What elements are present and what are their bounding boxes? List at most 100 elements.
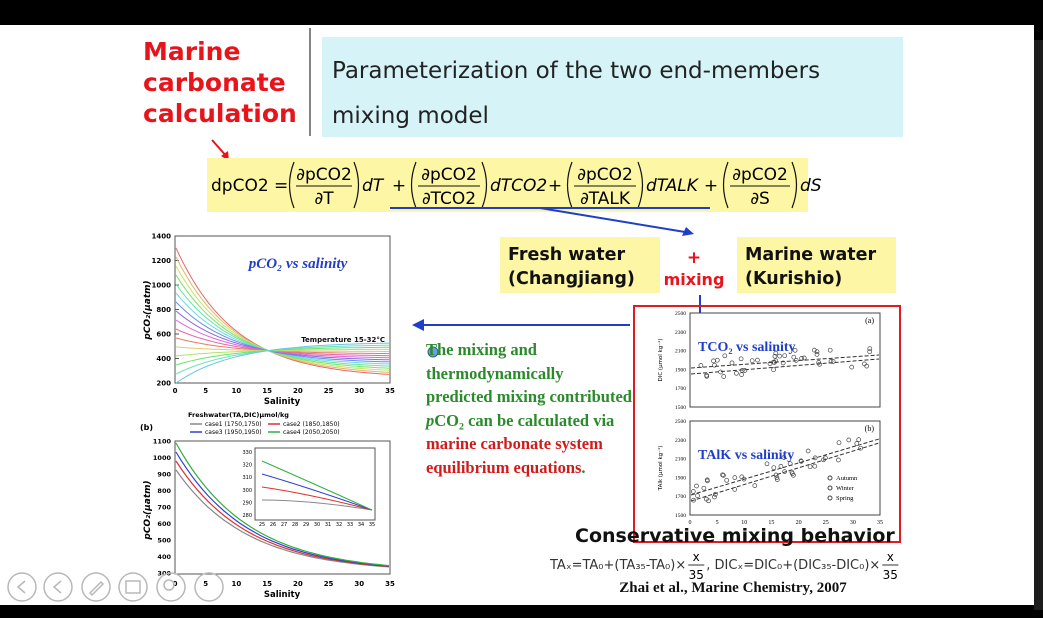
note-text: p (426, 410, 435, 430)
point (862, 361, 867, 367)
point (858, 445, 863, 451)
point (721, 374, 727, 379)
x-tick-label: 10 (232, 580, 242, 588)
point (791, 354, 797, 360)
formula-dic: , DICₓ=DIC₀+(DIC₃₅-DIC₀)× (706, 558, 880, 573)
x-tick-label: 35 (877, 520, 883, 526)
point (782, 469, 787, 474)
numerator: ∂pCO2 (577, 165, 633, 185)
y-tick-label: 2100 (675, 349, 686, 355)
curve (175, 442, 390, 567)
x-tick-label: 20 (796, 520, 802, 526)
note: The mixing and thermodynamically predict… (426, 338, 634, 479)
blue-arrowhead (682, 227, 694, 236)
y-tick-label: 500 (157, 537, 171, 545)
y-tick-label: 700 (157, 504, 171, 512)
inset-y-label: 300 (242, 488, 252, 494)
point (712, 492, 718, 497)
zoom-icon (163, 579, 175, 591)
point (823, 455, 828, 461)
toolbar (7, 572, 224, 602)
marine-label: Marine water (745, 245, 876, 265)
inset-curve (261, 486, 373, 511)
eq-lhs: dpCO2 = (211, 176, 288, 196)
point (781, 455, 787, 460)
bracket (481, 161, 488, 209)
legend-label: Spring (836, 495, 854, 502)
denominator: ∂T (314, 189, 334, 209)
note-text: . (581, 457, 586, 477)
fig3a-frame (689, 312, 881, 408)
denominator: ∂TCO2 (422, 189, 476, 209)
differential: dTCO2 (490, 176, 547, 196)
citation: Zhai et al., Marine Chemistry, 2007 (619, 580, 847, 596)
x-tick-label: 25 (324, 387, 334, 395)
marine-label: (Kurishio) (745, 269, 842, 289)
more-button[interactable] (194, 572, 224, 602)
inset-x-label: 34 (358, 522, 364, 528)
point (774, 477, 780, 482)
point (772, 353, 778, 359)
title-line: calculation (143, 99, 297, 128)
x-tick-label: 10 (741, 520, 747, 526)
y-tick-label: 1500 (675, 513, 686, 519)
bracket (791, 161, 798, 209)
bracket (566, 161, 573, 209)
y-tick-label: 2300 (675, 438, 686, 444)
formula: TAₓ=TA₀+(TA₃₅-TA₀)× x 35, DICₓ=DIC₀+(DIC₃₅… (549, 550, 899, 582)
panel-ylabel: TAlk (μmol kg⁻¹) (657, 446, 664, 492)
y-tick-label: 1500 (675, 405, 686, 411)
fig2-xlabel: Salinity (264, 590, 301, 600)
fig2: 300 400 500 600 700 800 900 1000 1100 0 5 10 15 20 25 3… (153, 421, 395, 588)
inset-y-label: 290 (242, 500, 252, 506)
fig1: 200 400 600 800 1000 1200 1400 0 5 10 15 20 25 30 35 (152, 233, 395, 396)
x-tick-label: 20 (293, 580, 303, 588)
point (814, 349, 820, 355)
point (787, 461, 793, 467)
point (721, 473, 726, 478)
arrow-icons (16, 580, 62, 594)
zoom-button[interactable] (156, 572, 186, 602)
point (704, 373, 710, 379)
point (732, 475, 738, 480)
y-tick-label: 900 (157, 471, 171, 479)
x-tick-label: 15 (262, 387, 272, 395)
x-tick-label: 15 (768, 520, 774, 526)
inset-x-label: 31 (325, 522, 331, 528)
y-tick-label: 1400 (152, 233, 172, 241)
point (714, 357, 720, 363)
numerator: ∂pCO2 (732, 165, 788, 185)
y-tick-label: 200 (156, 380, 171, 388)
point (805, 448, 811, 454)
inset-x-label: 25 (259, 522, 265, 528)
point (827, 347, 833, 353)
y-tick-label: 1900 (675, 475, 686, 481)
trend (690, 354, 880, 369)
point (722, 353, 728, 359)
inset-curve (261, 473, 373, 511)
curve (175, 274, 390, 369)
inset-x-label: 27 (281, 522, 287, 528)
x-tick-label: 35 (385, 580, 395, 588)
inset-curve (261, 499, 373, 511)
y-tick-label: 2500 (675, 311, 686, 317)
fig2-legend-title: Freshwater(TA,DIC)μmol/kg (188, 411, 289, 419)
point (812, 455, 818, 461)
y-tick-label: 1000 (153, 454, 172, 462)
pen-button[interactable] (81, 572, 111, 602)
y-tick-label: 600 (157, 520, 171, 528)
point (801, 355, 807, 361)
prev-button[interactable] (7, 572, 37, 602)
subtitle-box (322, 37, 903, 137)
title-line: carbonate (143, 68, 286, 97)
x-tick-label: 0 (173, 580, 178, 588)
next-button[interactable] (43, 572, 73, 602)
left-arrowhead (412, 319, 424, 331)
inset-x-label: 32 (336, 522, 342, 528)
bracket (410, 161, 417, 209)
slides-button[interactable] (118, 572, 148, 602)
plus: + (704, 176, 718, 196)
mixing-label: mixing (664, 270, 725, 289)
differential: dS (800, 176, 822, 196)
